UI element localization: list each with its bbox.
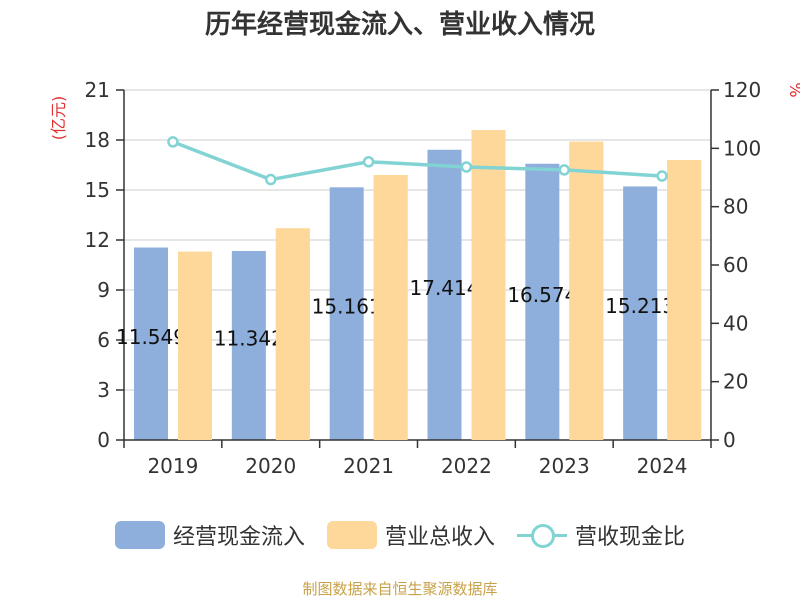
legend-item-cash-inflow[interactable]: 经营现金流入 — [114, 519, 305, 551]
chart-title: 历年经营现金流入、营业收入情况 — [204, 10, 595, 40]
y-left-tick-label: 6 — [97, 328, 110, 352]
bar-cash-inflow — [329, 187, 364, 440]
legend-item-revenue[interactable]: 营业总收入 — [326, 519, 495, 551]
bar-revenue-overlay — [275, 228, 310, 440]
bar-revenue-overlay — [373, 175, 408, 440]
y-right-axis-title: % — [786, 82, 800, 97]
y-right-tick-label: 20 — [723, 370, 748, 394]
data-label-cash-inflow: 17.414 — [410, 276, 480, 300]
data-label-cash-inflow: 16.574 — [507, 283, 577, 307]
legend-label-revenue: 营业总收入 — [384, 525, 495, 550]
bar-revenue-overlay — [569, 141, 604, 440]
legend-label-cash-ratio: 营收现金比 — [575, 525, 686, 550]
bar-cash-inflow — [427, 149, 462, 440]
x-tick-label: 2024 — [637, 454, 688, 478]
data-label-cash-inflow: 11.549 — [116, 325, 186, 349]
source-note: 制图数据来自恒生聚源数据库 — [302, 580, 498, 598]
point-cash-ratio — [265, 173, 277, 186]
y-left-tick-label: 21 — [85, 78, 110, 102]
x-tick-label: 2023 — [539, 454, 590, 478]
x-tick-label: 2022 — [441, 454, 492, 478]
y-left-tick-label: 18 — [85, 128, 110, 152]
data-label-cash-inflow: 15.161 — [312, 295, 382, 319]
bar-cash-inflow — [134, 247, 168, 440]
point-cash-ratio — [656, 170, 668, 182]
y-right-tick-label: 60 — [723, 253, 748, 277]
x-tick-label: 2021 — [343, 454, 394, 478]
y-left-tick-label: 9 — [97, 278, 110, 302]
y-left-tick-label: 15 — [85, 178, 110, 202]
legend-swatch-cash-inflow — [114, 521, 165, 549]
bar-cash-inflow — [525, 163, 560, 440]
y-left-tick-label: 12 — [85, 228, 110, 252]
bar-cash-inflow — [623, 186, 658, 440]
y-right-tick-label: 100 — [723, 136, 761, 160]
y-left-tick-label: 0 — [97, 428, 110, 452]
data-label-cash-inflow: 15.213 — [605, 294, 675, 318]
bar-revenue-overlay — [471, 130, 506, 440]
legend-item-cash-ratio[interactable]: 营收现金比 — [517, 519, 685, 551]
y-left-tick-label: 3 — [97, 378, 110, 402]
legend-swatch-revenue — [326, 521, 377, 549]
line-cash-ratio — [172, 140, 663, 182]
x-tick-label: 2020 — [245, 454, 296, 478]
y-right-tick-label: 0 — [723, 428, 736, 452]
legend-label-cash-inflow: 经营现金流入 — [172, 525, 305, 550]
legend: 经营现金流入 营业总收入 营收现金比 — [0, 515, 800, 555]
data-label-cash-inflow: 11.342 — [214, 326, 284, 350]
point-cash-ratio — [167, 136, 179, 148]
y-right-tick-label: 40 — [723, 311, 748, 335]
bar-revenue-overlay — [178, 251, 212, 440]
legend-swatch-cash-ratio — [517, 521, 567, 549]
y-left-axis-title: (亿元) — [49, 96, 68, 141]
x-tick-label: 2019 — [147, 454, 198, 478]
bar-revenue-overlay — [667, 160, 702, 440]
y-right-tick-label: 120 — [723, 78, 761, 102]
point-cash-ratio — [362, 156, 375, 168]
bar-cash-inflow — [231, 250, 266, 440]
point-cash-ratio — [460, 161, 473, 173]
point-cash-ratio — [558, 164, 570, 176]
y-right-tick-label: 80 — [723, 195, 748, 219]
